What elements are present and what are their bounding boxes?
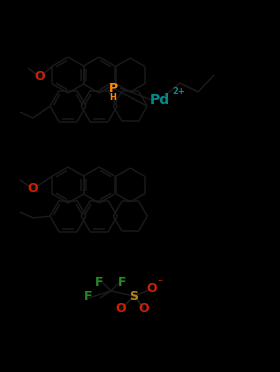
Text: 2+: 2+ (172, 87, 185, 96)
Text: O: O (116, 302, 126, 315)
Text: S: S (129, 289, 139, 302)
Text: F: F (118, 276, 126, 289)
Text: O: O (28, 183, 38, 196)
Text: O: O (147, 282, 157, 295)
Text: F: F (84, 289, 92, 302)
Text: H: H (109, 93, 116, 103)
Text: O: O (139, 302, 149, 315)
Text: F: F (95, 276, 103, 289)
Text: ⁻: ⁻ (157, 278, 163, 288)
Text: O: O (35, 71, 45, 83)
Text: P: P (108, 81, 118, 94)
Text: Pd: Pd (150, 93, 170, 107)
